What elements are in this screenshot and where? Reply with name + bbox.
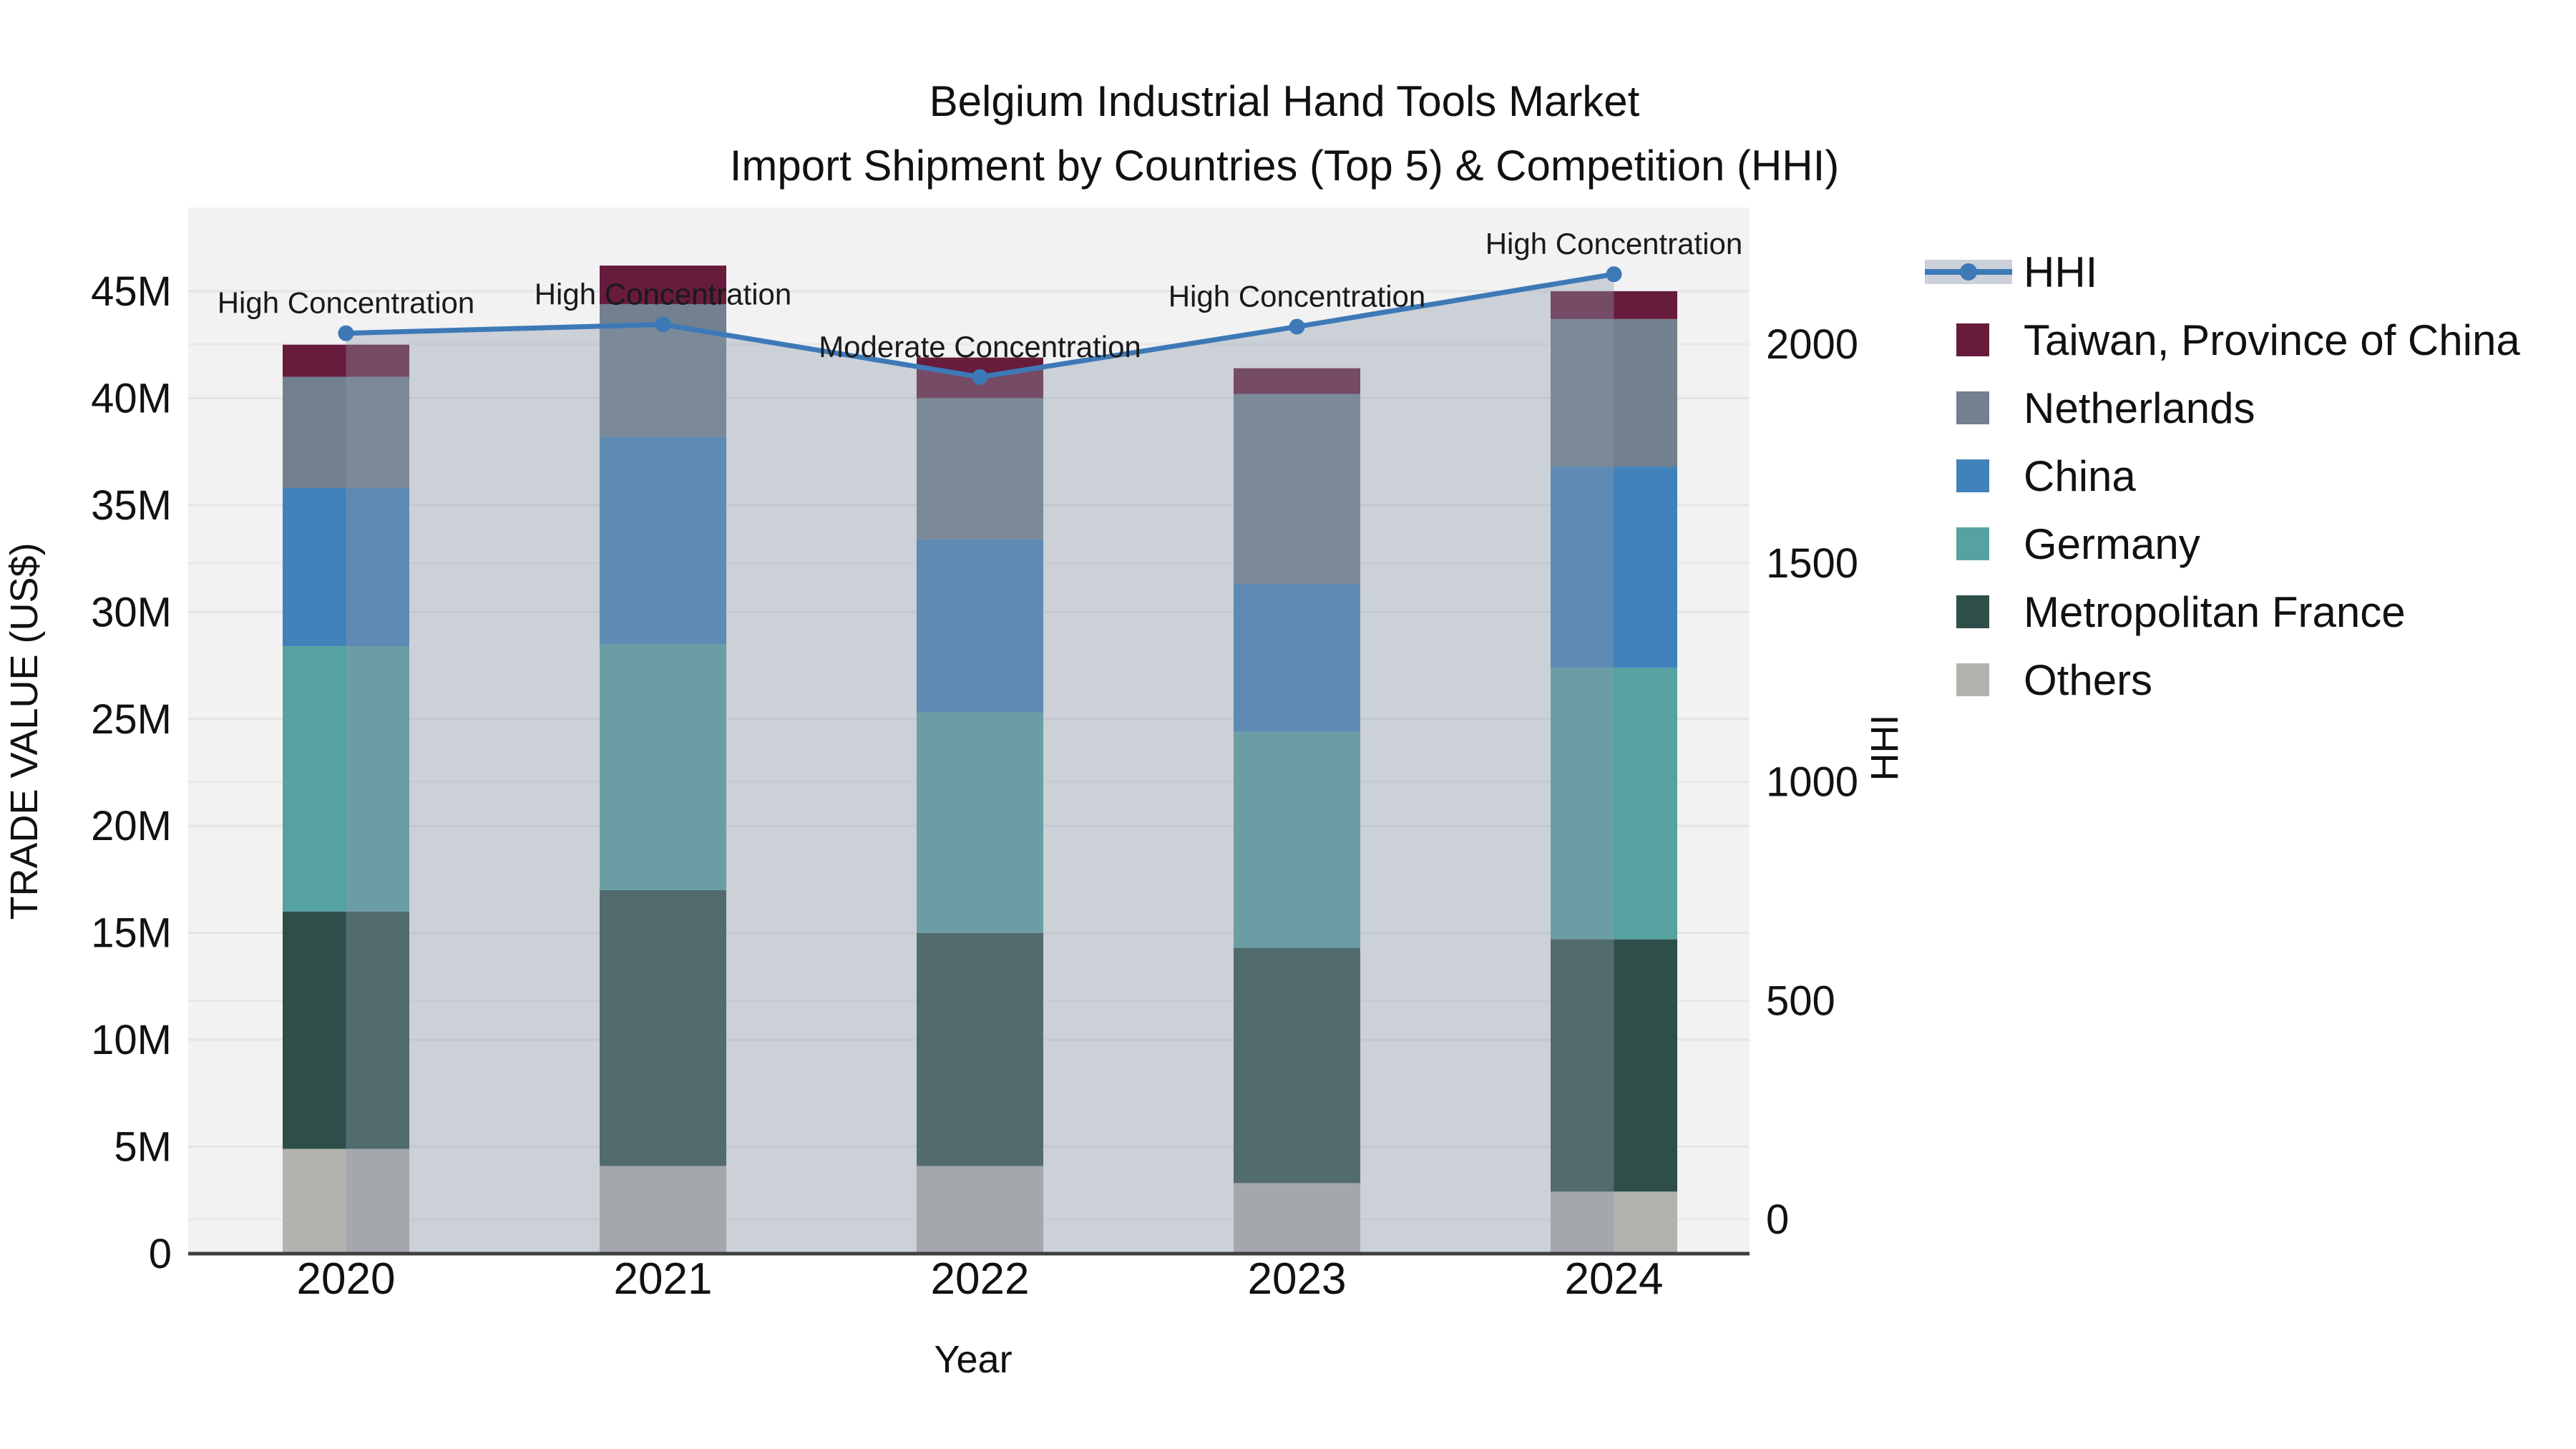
y-tick-label: 20M [91, 803, 172, 849]
y-tick-label: 40M [91, 375, 172, 421]
bar-segment [600, 644, 726, 890]
legend-item: HHI [1925, 248, 2097, 296]
legend-item-label: Others [2024, 656, 2152, 704]
bar-segment [283, 487, 409, 647]
y2-tick-label: 2000 [1766, 321, 1858, 368]
bar-segment [283, 646, 409, 912]
annotation-label: High Concentration [535, 277, 792, 311]
legend-swatch-icon [1956, 663, 1989, 696]
y2-tick-label: 1000 [1766, 759, 1858, 806]
y-tick-label: 15M [91, 910, 172, 957]
legend-item-label: Metropolitan France [2024, 588, 2406, 636]
legend-item-label: HHI [2024, 248, 2097, 296]
legend-swatch-icon [1956, 459, 1989, 492]
legend-item: Taiwan, Province of China [1956, 316, 2520, 364]
hhi-marker [1289, 318, 1305, 335]
y-tick-label: 10M [91, 1017, 172, 1063]
legend-swatch-icon [1956, 595, 1989, 628]
bar-segment [1234, 394, 1360, 585]
bar-segment [1234, 731, 1360, 948]
legend-swatch-icon [1956, 323, 1989, 356]
y-tick-label: 35M [91, 482, 172, 529]
bar-segment [1551, 291, 1677, 319]
bar-segment [917, 932, 1043, 1166]
bar-segment [1551, 1191, 1677, 1254]
x-tick-label: 2020 [297, 1254, 396, 1304]
bar-segment [600, 889, 726, 1166]
bar-segment [1551, 668, 1677, 940]
legend-item-label: Taiwan, Province of China [2024, 316, 2520, 364]
hhi-marker [972, 369, 988, 385]
x-axis-title: Year [934, 1338, 1012, 1381]
legend-item-label: Netherlands [2024, 384, 2255, 432]
legend-item: Germany [1956, 520, 2200, 568]
bar-segment [283, 911, 409, 1149]
bar-segment [600, 265, 726, 304]
legend-item: Netherlands [1956, 384, 2255, 432]
bar-segment [1234, 947, 1360, 1184]
bar-segment [600, 1166, 726, 1254]
hhi-marker [338, 325, 354, 341]
hhi-area-fill [346, 274, 1614, 1254]
y-axis-title: TRADE VALUE (US$) [3, 542, 46, 919]
chart-legend: HHI Taiwan, Province of China Netherlands C… [1925, 248, 2520, 704]
chart-title-line2: Import Shipment by Countries (Top 5) & C… [730, 142, 1840, 190]
bar-segment [917, 398, 1043, 540]
chart-title-line1: Belgium Industrial Hand Tools Market [930, 77, 1640, 125]
legend-swatch-icon [1956, 391, 1989, 424]
annotation-label: High Concentration [218, 286, 475, 320]
x-tick-label: 2022 [931, 1254, 1030, 1304]
y-tick-label: 25M [91, 696, 172, 743]
y2-axis-title: HHI [1863, 715, 1906, 781]
x-tick-label: 2024 [1565, 1254, 1664, 1304]
bar-segment [917, 539, 1043, 713]
hhi-marker [1606, 266, 1622, 283]
bar-segment [1234, 368, 1360, 394]
legend-item-label: China [2024, 452, 2136, 500]
y2-tick-label: 1500 [1766, 540, 1858, 587]
x-tick-label: 2023 [1248, 1254, 1347, 1304]
bar-segment [917, 712, 1043, 933]
annotation-label: High Concentration [1169, 280, 1426, 313]
plot-layer: High Concentration High Concentration Mode… [91, 208, 1858, 1304]
y-tick-label: 0 [149, 1231, 172, 1277]
annotation-label: Moderate Concentration [819, 330, 1141, 364]
y2-tick-label: 500 [1766, 977, 1835, 1024]
bar-segment [1234, 1183, 1360, 1254]
bar-segment [917, 1166, 1043, 1254]
y2-tick-label: 0 [1766, 1196, 1789, 1243]
legend-item: Others [1956, 656, 2152, 704]
bar-segment [283, 1148, 409, 1254]
bar-segment [1551, 939, 1677, 1192]
bar-segment [1551, 318, 1677, 467]
y-tick-label: 45M [91, 268, 172, 315]
x-tick-label: 2021 [614, 1254, 713, 1304]
hhi-legend-marker-icon [1960, 263, 1977, 280]
annotation-label: High Concentration [1485, 227, 1743, 260]
hhi-marker [655, 316, 671, 333]
legend-item: Metropolitan France [1956, 588, 2406, 636]
bar-segment [283, 376, 409, 488]
y-tick-label: 5M [114, 1124, 172, 1171]
bar-segment [600, 436, 726, 645]
legend-item-label: Germany [2024, 520, 2200, 568]
bar-segment [1551, 467, 1677, 668]
legend-swatch-icon [1956, 527, 1989, 560]
y-tick-label: 30M [91, 589, 172, 635]
bar-segment [1234, 584, 1360, 732]
legend-item: China [1956, 452, 2136, 500]
bar-segment [283, 344, 409, 377]
